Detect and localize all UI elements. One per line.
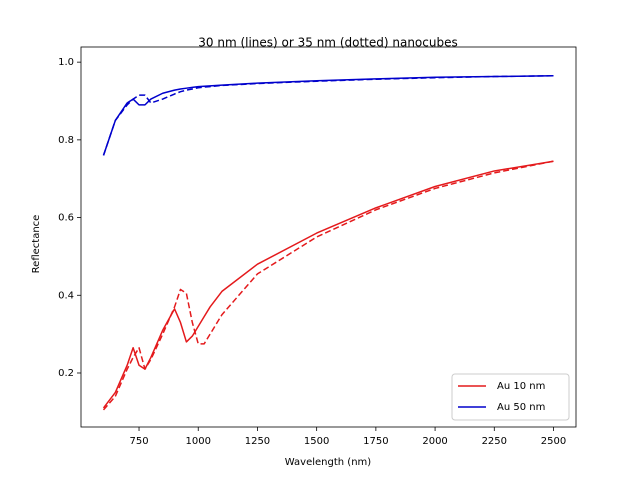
y-tick-label: 1.0 bbox=[58, 57, 74, 68]
x-tick-label: 1000 bbox=[186, 436, 211, 447]
chart-title: 30 nm (lines) or 35 nm (dotted) nanocube… bbox=[198, 36, 457, 50]
y-tick-label: 0.6 bbox=[58, 213, 74, 224]
plot-frame bbox=[80, 46, 577, 428]
y-axis-label: Reflectance bbox=[31, 215, 42, 274]
x-tick-label: 2000 bbox=[422, 436, 447, 447]
x-tick-label: 1500 bbox=[304, 436, 329, 447]
dashed-line bbox=[102, 160, 554, 411]
line bbox=[102, 75, 554, 156]
x-tick-label: 750 bbox=[129, 436, 148, 447]
y-tick-label: 0.8 bbox=[58, 135, 74, 146]
x-tick-label: 1250 bbox=[245, 436, 270, 447]
y-tick-label: 0.4 bbox=[58, 290, 74, 301]
y-tick-label: 0.2 bbox=[58, 368, 74, 379]
line bbox=[102, 160, 554, 409]
x-tick-label: 1750 bbox=[363, 436, 388, 447]
dashed-line bbox=[102, 75, 554, 156]
legend-label: Au 10 nm bbox=[497, 381, 545, 392]
x-tick-label: 2500 bbox=[541, 436, 566, 447]
x-axis-label: Wavelength (nm) bbox=[285, 457, 371, 468]
legend-label: Au 50 nm bbox=[497, 402, 545, 413]
x-tick-label: 2250 bbox=[482, 436, 507, 447]
